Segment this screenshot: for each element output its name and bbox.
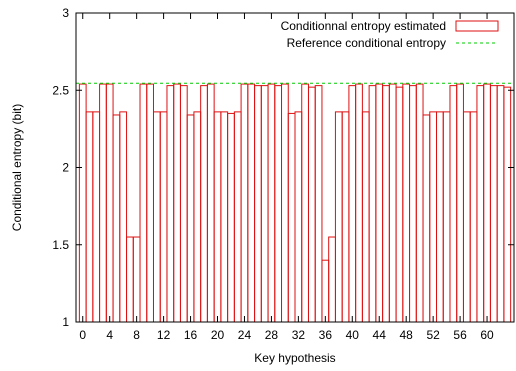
x-tick-label: 40 (346, 328, 360, 342)
bar (126, 236, 134, 323)
legend-label-estimated: Conditionnal entropy estimated (281, 19, 446, 33)
bar (355, 83, 363, 323)
x-tick-label: 16 (184, 328, 198, 342)
bar (442, 111, 451, 323)
bar (328, 236, 336, 323)
bar (395, 86, 404, 323)
legend-swatch-estimated (455, 20, 499, 32)
bar (146, 83, 154, 323)
bar (409, 85, 417, 323)
x-tick-label: 24 (238, 328, 252, 342)
bar (260, 85, 269, 323)
bar (85, 111, 94, 323)
bar (334, 111, 343, 323)
bar (166, 85, 175, 323)
x-tick-label: 0 (79, 328, 86, 342)
x-tick-label: 56 (453, 328, 467, 342)
bar (476, 85, 485, 323)
bars-layer (78, 83, 512, 323)
bar (193, 111, 202, 323)
bar (348, 85, 357, 323)
bar (92, 111, 101, 323)
bar (287, 112, 296, 323)
bar (200, 85, 208, 323)
bar (78, 83, 87, 323)
bar (436, 111, 444, 323)
y-axis-label: Conditional entropy (bit) (10, 104, 24, 231)
x-tick-label: 36 (319, 328, 333, 342)
y-tick-label: 2.5 (52, 83, 69, 97)
bar (489, 85, 498, 323)
bar (152, 111, 161, 323)
bar (220, 111, 229, 323)
x-tick-label: 20 (211, 328, 225, 342)
y-tick-label: 3 (62, 6, 69, 20)
axis-ticks (76, 12, 514, 323)
bar (119, 111, 128, 323)
bar (240, 83, 249, 323)
bar (314, 85, 323, 323)
bar (99, 83, 107, 323)
y-tick-label: 1 (62, 315, 69, 329)
bar (247, 83, 256, 323)
bar (294, 111, 303, 323)
bar (274, 85, 283, 323)
bar (281, 83, 289, 323)
bar (206, 83, 215, 323)
bar (139, 83, 148, 323)
bar (321, 259, 330, 323)
x-tick-label: 48 (400, 328, 414, 342)
legend-label-reference: Reference conditional entropy (287, 36, 446, 50)
x-tick-label: 28 (265, 328, 279, 342)
bar (186, 114, 195, 323)
y-tick-label: 1.5 (52, 238, 69, 252)
bar (449, 85, 458, 323)
bar (341, 111, 350, 323)
bar (112, 114, 121, 323)
legend: Conditionnal entropy estimated Reference… (281, 19, 499, 50)
bar (375, 83, 384, 323)
bar (173, 83, 181, 323)
bar (267, 83, 276, 323)
bar (233, 111, 242, 323)
x-tick-label: 12 (157, 328, 171, 342)
bar (213, 111, 222, 323)
x-tick-label: 4 (106, 328, 113, 342)
bar (105, 83, 114, 323)
bar (179, 85, 188, 323)
bar (254, 85, 262, 323)
bar (456, 83, 464, 323)
bar (462, 111, 471, 323)
bar (132, 236, 141, 323)
bar (307, 86, 316, 323)
x-tick-label: 44 (373, 328, 387, 342)
bar (422, 114, 431, 323)
bar (301, 83, 309, 323)
bar (361, 111, 370, 323)
x-tick-label: 32 (292, 328, 306, 342)
y-tick-label: 2 (62, 161, 69, 175)
bar (159, 111, 168, 323)
bar (388, 83, 397, 323)
bar (429, 111, 438, 323)
bar (483, 83, 491, 323)
bar (368, 85, 377, 323)
x-tick-label: 52 (426, 328, 440, 342)
x-axis-label: Key hypothesis (254, 351, 335, 365)
x-tick-label: 8 (133, 328, 140, 342)
bar (469, 111, 478, 323)
bar (503, 86, 512, 323)
x-tick-label: 60 (480, 328, 494, 342)
bar (496, 85, 505, 323)
bar (382, 85, 390, 323)
bar (227, 112, 235, 323)
bar (415, 83, 424, 323)
bar (402, 83, 411, 323)
